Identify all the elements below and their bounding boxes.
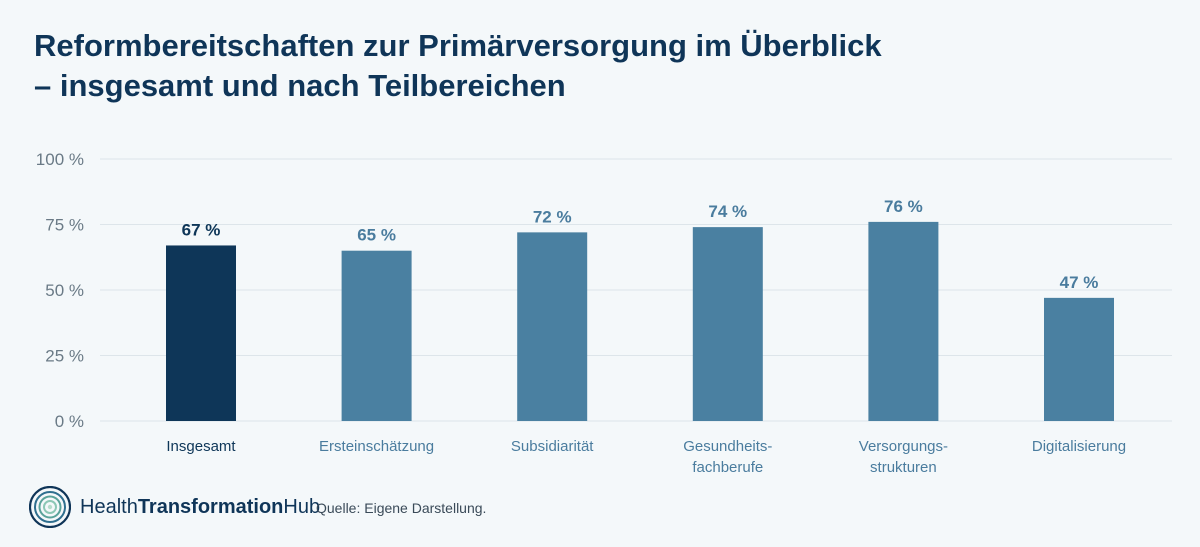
chart-title-line-1: Reformbereitschaften zur Primärversorgun… [34, 28, 882, 63]
category-label: Subsidiarität [511, 438, 594, 455]
concentric-circles-logo-icon [29, 486, 71, 528]
value-labels: 67 % 65 % 72 % 74 % 76 % 47 % [182, 197, 1099, 292]
category-label: Insgesamt [166, 438, 236, 455]
bar-4 [868, 221, 939, 421]
source-note: Quelle: Eigene Darstellung. [316, 500, 487, 516]
bars [166, 221, 1114, 421]
category-label: Digitalisierung [1032, 438, 1126, 455]
brand-part-hub: Hub [283, 496, 321, 518]
bar-5 [1044, 297, 1114, 421]
y-axis-ticks: 0 % 25 % 50 % 75 % 100 % [36, 150, 84, 431]
category-label: fachberufe [692, 459, 763, 476]
value-label: 65 % [357, 226, 396, 245]
value-label: 47 % [1060, 273, 1099, 292]
category-label: Versorgungs- [859, 438, 948, 455]
chart-title-line-2: – insgesamt und nach Teilbereichen [34, 68, 566, 103]
category-labels: Insgesamt Ersteinschätzung Subsidiarität Ge… [166, 438, 1126, 476]
brand-part-health: Health [80, 496, 138, 518]
y-tick-label: 50 % [45, 281, 84, 300]
bar-2 [517, 232, 588, 421]
category-label: strukturen [870, 459, 937, 476]
bar-chart: 0 % 25 % 50 % 75 % 100 % 67 % 65 % 72 % 74 % 76 … [36, 150, 1172, 476]
brand-name: HealthTransformationHub [80, 496, 320, 519]
value-label: 76 % [884, 197, 923, 216]
value-label: 74 % [708, 202, 747, 221]
grid-lines [100, 158, 1172, 422]
category-label: Gesundheits- [683, 438, 772, 455]
bar-3 [692, 227, 763, 421]
bar-1 [341, 250, 412, 421]
bar-0 [166, 245, 236, 421]
brand-part-transformation: Transformation [137, 496, 284, 518]
y-tick-label: 100 % [36, 150, 84, 169]
y-tick-label: 0 % [55, 412, 84, 431]
y-tick-label: 25 % [45, 347, 84, 366]
value-label: 67 % [182, 220, 221, 239]
category-label: Ersteinschätzung [319, 438, 434, 455]
chart-title: Reformbereitschaften zur Primärversorgun… [34, 26, 882, 106]
value-label: 72 % [533, 207, 572, 226]
y-tick-label: 75 % [45, 216, 84, 235]
